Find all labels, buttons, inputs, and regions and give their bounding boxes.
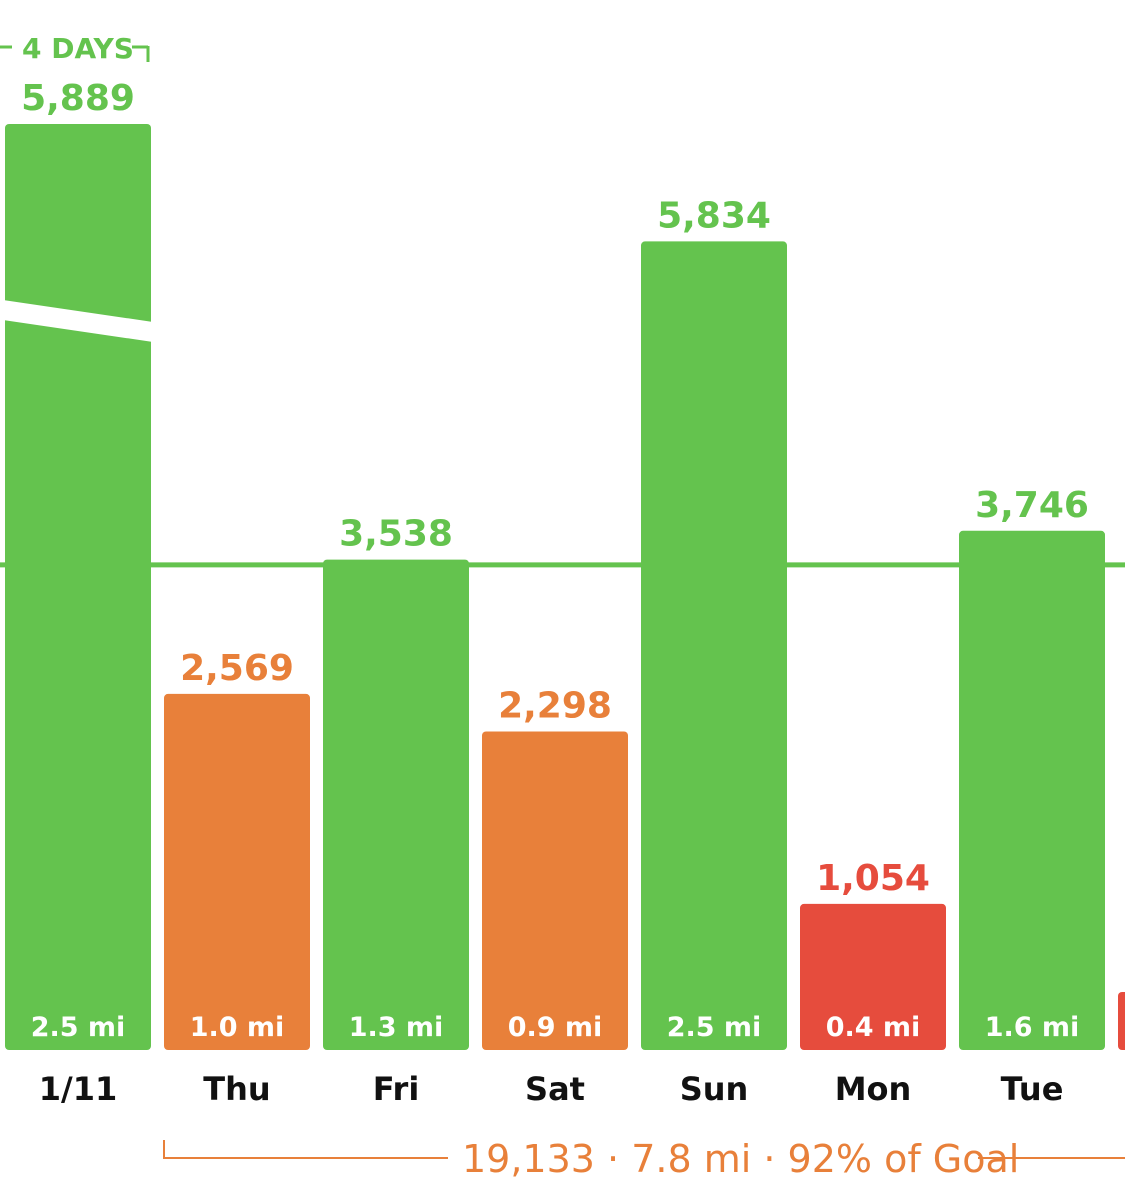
bar-thu [164, 693, 310, 1050]
summary-text: 19,133 · 7.8 mi · 92% of Goal [462, 1137, 1019, 1181]
bar-distance-label: 0.4 mi [826, 1012, 921, 1043]
bar-mon [800, 903, 946, 1050]
bar-value-label: 1,054 [816, 858, 930, 899]
bar-distance-label: 1.3 mi [349, 1012, 444, 1043]
summary-bracket-left [163, 1140, 448, 1159]
bar-value-label: 5,889 [21, 78, 135, 119]
streak-bracket: 4 DAYS [0, 32, 150, 65]
bar-sun [641, 241, 787, 1050]
weekly-summary: 19,133 · 7.8 mi · 92% of Goal [163, 1137, 1125, 1181]
bar-distance-label: 2.5 mi [667, 1012, 762, 1043]
day-label: Fri [373, 1070, 420, 1108]
day-label: Mon [835, 1070, 912, 1108]
labels-layer: 5,889 2.5 mi 1/11 2,569 1.0 mi Thu 3,538 1.3 mi… [21, 78, 1089, 1108]
day-label: Sun [680, 1070, 749, 1108]
day-label: Tue [1001, 1070, 1064, 1108]
bar-tue [959, 530, 1105, 1050]
day-label: 1/11 [39, 1070, 117, 1108]
bar-value-label: 3,538 [339, 514, 453, 555]
bars-layer [3, 124, 1125, 1050]
axis-break-mark [3, 300, 153, 342]
day-label: Thu [203, 1070, 270, 1108]
bar-fri [323, 559, 469, 1050]
bar-distance-label: 2.5 mi [31, 1012, 126, 1043]
bar-value-label: 5,834 [657, 195, 771, 236]
bar-next [1118, 992, 1125, 1050]
bar-distance-label: 0.9 mi [508, 1012, 603, 1043]
bar-distance-label: 1.0 mi [190, 1012, 285, 1043]
bar-sat [482, 731, 628, 1050]
streak-label: 4 DAYS [22, 32, 134, 65]
bar-distance-label: 1.6 mi [985, 1012, 1080, 1043]
bar-value-label: 3,746 [975, 485, 1089, 526]
day-label: Sat [525, 1070, 585, 1108]
bar-value-label: 2,569 [180, 648, 294, 689]
bar-value-label: 2,298 [498, 686, 612, 727]
bar-1-11 [5, 124, 151, 1050]
